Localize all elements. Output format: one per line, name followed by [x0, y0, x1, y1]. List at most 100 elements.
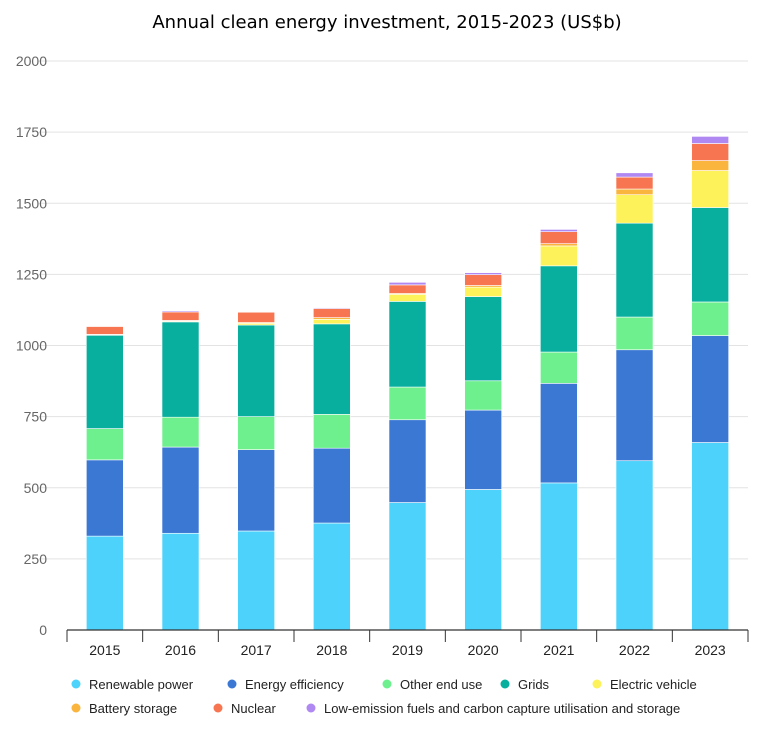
x-axis: 2015 2016 2017 2018 2019 2020 2021 2022 2023 — [66, 629, 749, 658]
x-tick-label: 2018 — [316, 642, 347, 658]
y-tick-label: 1750 — [16, 124, 47, 140]
bar-segment — [691, 301, 729, 336]
bar-segment — [615, 194, 654, 224]
bar-segment — [540, 231, 578, 244]
bar-segment — [313, 447, 351, 524]
bar-segment — [615, 176, 654, 190]
y-axis-tick-labels: 0 250 500 750 1000 1250 1500 1750 2000 — [16, 53, 47, 638]
bar-stack — [540, 229, 578, 631]
bar-segment — [464, 286, 502, 297]
bar-segment — [237, 324, 275, 417]
legend-swatch — [306, 703, 316, 713]
bar-segment — [540, 482, 578, 631]
y-tick-label: 1250 — [16, 266, 47, 282]
bar-segment — [161, 416, 200, 448]
bar-stack — [464, 272, 502, 631]
legend-item[interactable]: Low-emission fuels and carbon capture ut… — [306, 701, 681, 716]
bar-segment — [615, 316, 654, 351]
legend-swatch — [213, 703, 223, 713]
legend-item[interactable]: Battery storage — [71, 701, 178, 716]
x-tick-label: 2023 — [695, 642, 726, 658]
legend-swatch — [71, 679, 81, 689]
bar-segment — [237, 530, 275, 631]
x-tick-label: 2021 — [543, 642, 574, 658]
bar-segment — [388, 386, 427, 421]
x-tick-label: 2019 — [392, 642, 423, 658]
bar-segment — [388, 301, 427, 388]
legend-swatch — [382, 679, 392, 689]
bar-segment — [540, 265, 578, 353]
bar-segment — [86, 326, 124, 335]
x-tick-label: 2022 — [619, 642, 650, 658]
y-tick-label: 250 — [24, 551, 48, 567]
bar-stack — [388, 282, 427, 631]
legend-label: Low-emission fuels and carbon capture ut… — [324, 701, 680, 716]
bar-stack — [161, 310, 200, 631]
bar-segment — [691, 442, 729, 631]
legend-label: Energy efficiency — [245, 677, 344, 692]
legend-item[interactable]: Electric vehicle — [592, 677, 697, 692]
bar-segment — [691, 207, 729, 303]
legend-label: Renewable power — [89, 677, 194, 692]
y-tick-label: 2000 — [16, 53, 47, 69]
legend-label: Battery storage — [89, 701, 177, 716]
bar-segment — [615, 188, 654, 196]
bar-segment — [237, 449, 275, 532]
bar-segment — [464, 274, 502, 286]
bar-segment — [313, 522, 351, 631]
bar-segment — [691, 136, 729, 144]
bar-segment — [86, 325, 124, 327]
bar-stack — [237, 311, 275, 631]
bar-segment — [464, 296, 502, 382]
bar-segment — [161, 321, 200, 418]
bar-segment — [388, 419, 427, 503]
bar-segment — [86, 535, 124, 631]
bar-segment — [540, 351, 578, 384]
bar-segment — [86, 428, 124, 461]
bar-stack — [313, 307, 351, 631]
y-tick-label: 500 — [24, 480, 48, 496]
y-tick-label: 0 — [39, 622, 47, 638]
y-tick-label: 1500 — [16, 195, 47, 211]
bar-segment — [464, 272, 502, 275]
bar-segment — [540, 229, 578, 232]
legend-item[interactable]: Energy efficiency — [227, 677, 345, 692]
legend-label: Nuclear — [231, 701, 276, 716]
legend-item[interactable]: Nuclear — [213, 701, 277, 716]
bar-segment — [313, 308, 351, 318]
bar-stack — [86, 325, 124, 631]
bar-segment — [691, 143, 729, 161]
legend-item[interactable]: Renewable power — [71, 677, 194, 692]
legend-item[interactable]: Other end use — [382, 677, 483, 692]
x-tick-label: 2016 — [165, 642, 196, 658]
bar-segment — [86, 459, 124, 537]
bar-segment — [540, 383, 578, 484]
x-tick-label: 2017 — [241, 642, 272, 658]
bar-segment — [161, 532, 200, 631]
x-tick-label: 2015 — [89, 642, 120, 658]
bar-segment — [313, 323, 351, 415]
bar-segment — [615, 460, 654, 631]
legend-item[interactable]: Grids — [500, 677, 550, 692]
bar-segment — [313, 414, 351, 449]
x-tick-label: 2020 — [468, 642, 499, 658]
bar-segment — [161, 311, 200, 321]
bar-segment — [540, 245, 578, 267]
bar-segment — [86, 334, 124, 429]
bar-segment — [388, 293, 427, 302]
bar-segment — [237, 311, 275, 323]
bar-segment — [161, 446, 200, 534]
bar-segment — [388, 282, 427, 286]
bar-segment — [691, 170, 729, 208]
legend-label: Electric vehicle — [610, 677, 697, 692]
bar-segment — [691, 335, 729, 443]
bar-segment — [313, 307, 351, 309]
y-tick-label: 750 — [24, 409, 48, 425]
legend-label: Grids — [518, 677, 550, 692]
legend-label: Other end use — [400, 677, 482, 692]
bar-segment — [388, 284, 427, 294]
y-tick-label: 1000 — [16, 338, 47, 354]
bar-stack — [691, 136, 729, 631]
chart-title: Annual clean energy investment, 2015-202… — [152, 12, 621, 33]
